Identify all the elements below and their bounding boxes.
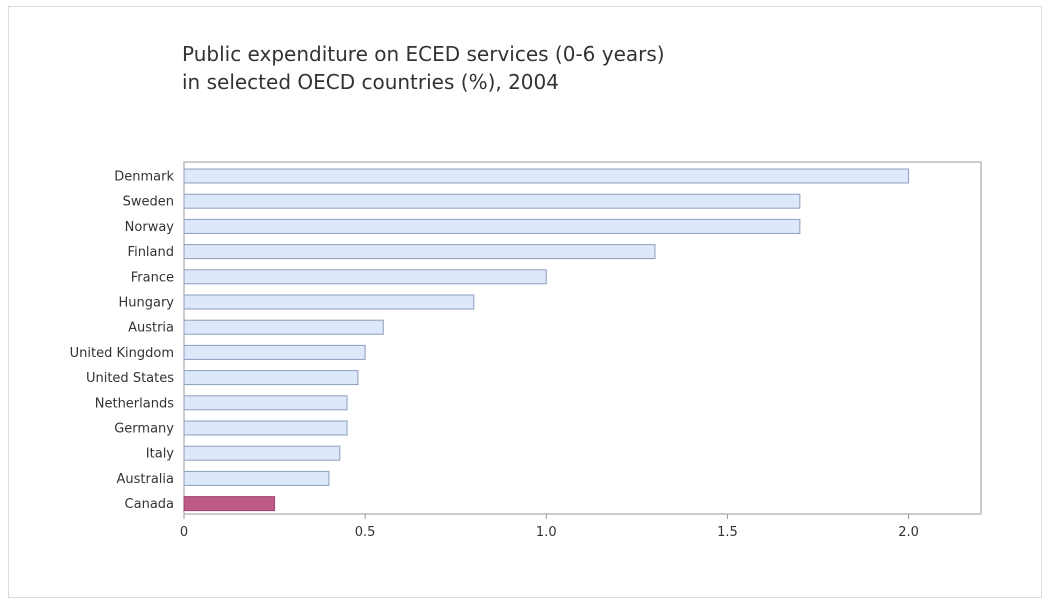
category-label: France	[131, 270, 174, 285]
chart-frame	[8, 6, 1042, 598]
bar-canada	[183, 496, 276, 512]
bar-austria	[183, 319, 384, 335]
bar-united-states	[183, 370, 359, 386]
bar-sweden	[183, 193, 801, 209]
x-tick-label: 2.0	[898, 525, 919, 540]
category-label: Sweden	[123, 195, 174, 210]
category-label: Germany	[114, 422, 174, 437]
x-tick-label: 0.5	[355, 525, 376, 540]
category-label: Netherlands	[95, 396, 174, 411]
x-tick-label: 1.5	[717, 525, 738, 540]
bar-united-kingdom	[183, 344, 366, 360]
category-label: United States	[86, 371, 174, 386]
bar-netherlands	[183, 395, 348, 411]
bar-norway	[183, 218, 801, 234]
x-tick-label: 0	[180, 525, 188, 540]
chart-title: Public expenditure on ECED services (0-6…	[182, 42, 665, 94]
bar-france	[183, 269, 547, 285]
category-label: Italy	[146, 447, 175, 462]
bar-germany	[183, 420, 348, 436]
bar-australia	[183, 470, 330, 486]
category-label: Hungary	[118, 296, 174, 311]
bar-hungary	[183, 294, 475, 310]
category-label: Austria	[128, 321, 174, 336]
category-label: Canada	[125, 497, 174, 512]
category-label: Finland	[128, 245, 174, 260]
category-label: Denmark	[114, 170, 174, 185]
bar-denmark	[183, 168, 910, 184]
category-label: Australia	[116, 472, 174, 487]
category-label: Norway	[125, 220, 175, 235]
plot-area-border	[183, 161, 982, 515]
bar-finland	[183, 244, 656, 260]
bar-italy	[183, 445, 341, 461]
category-label: United Kingdom	[70, 346, 174, 361]
x-tick-label: 1.0	[536, 525, 557, 540]
